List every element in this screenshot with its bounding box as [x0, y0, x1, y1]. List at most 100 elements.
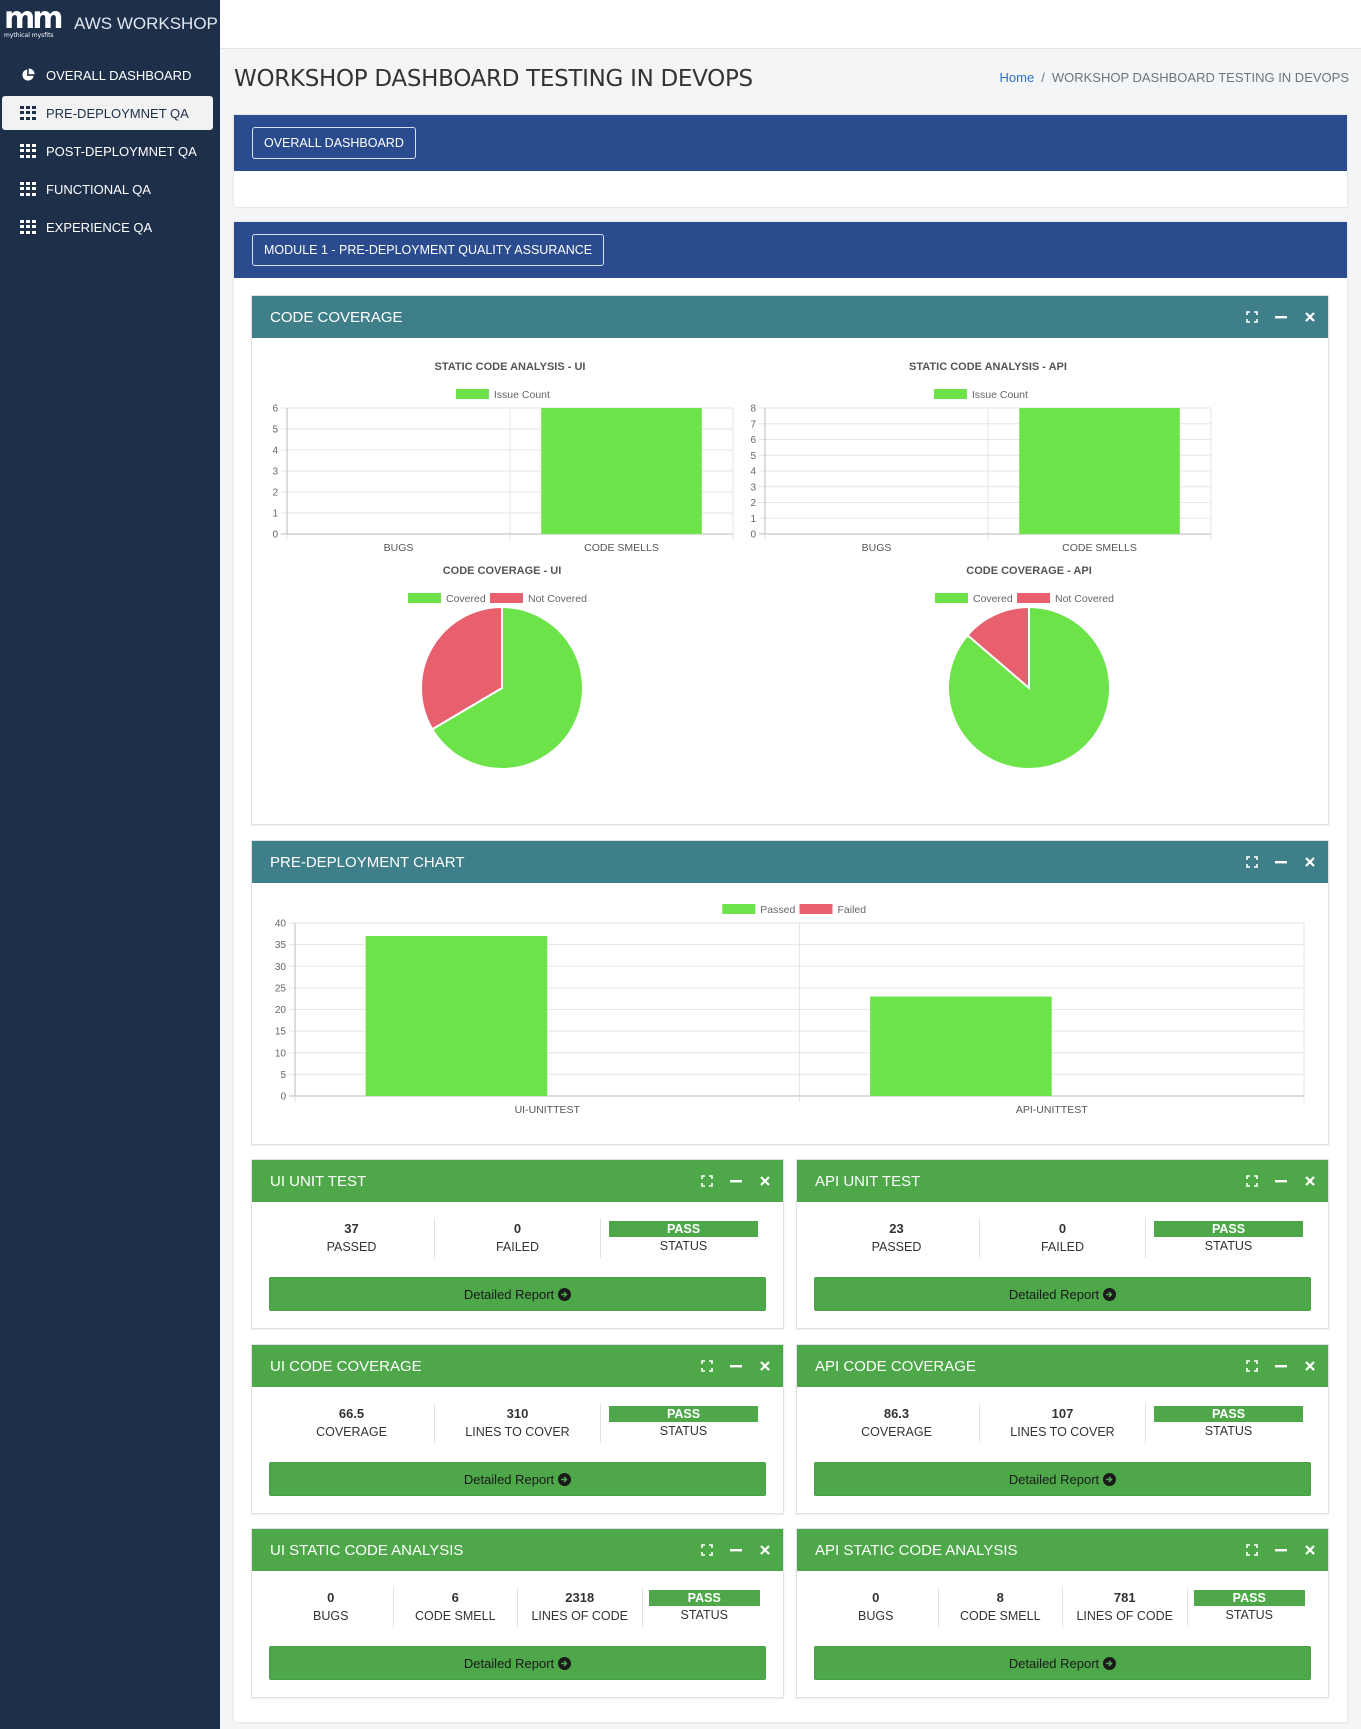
- sidebar-item-label: FUNCTIONAL QA: [46, 181, 151, 197]
- report-button-label: Detailed Report: [463, 1655, 555, 1671]
- y-tick-label: 15: [275, 1027, 287, 1038]
- sidebar-item-label: POST-DEPLOYMNET QA: [46, 143, 197, 159]
- stat-item: 8 CODE SMELL: [939, 1587, 1063, 1627]
- code-coverage-panel: CODE COVERAGE STATIC CODE ANALYSIS - UI I…: [251, 295, 1329, 825]
- expand-icon[interactable]: [1244, 854, 1260, 870]
- report-button-label: Detailed Report: [463, 1471, 555, 1487]
- sidebar-item-experience-qa[interactable]: EXPERIENCE QA: [2, 210, 213, 244]
- legend-label: Covered: [446, 593, 486, 605]
- expand-icon[interactable]: [1244, 1173, 1260, 1189]
- minimize-icon[interactable]: [1273, 1358, 1289, 1374]
- stat-label: PASSED: [871, 1240, 922, 1254]
- detailed-report-button[interactable]: Detailed Report: [269, 1462, 766, 1496]
- detailed-report-button[interactable]: Detailed Report: [269, 1277, 766, 1311]
- close-icon[interactable]: [757, 1173, 773, 1189]
- page-title: WORKSHOP DASHBOARD TESTING IN DEVOPS: [234, 66, 753, 92]
- card-header: API STATIC CODE ANALYSIS: [797, 1529, 1328, 1571]
- expand-icon[interactable]: [699, 1542, 715, 1558]
- sidebar-item-post-deployment-qa[interactable]: POST-DEPLOYMNET QA: [2, 134, 213, 168]
- stat-value: 0: [513, 1221, 522, 1236]
- logo-mark: mm: [4, 1, 64, 36]
- api-code-coverage-card: API CODE COVERAGE 86.3 COVERAGE 107 LINE…: [796, 1344, 1329, 1514]
- card-stats: 37 PASSED 0 FAILED PASS STATUS: [269, 1218, 766, 1258]
- expand-icon[interactable]: [1244, 309, 1260, 325]
- y-tick-label: 2: [750, 498, 756, 509]
- legend-label: Not Covered: [528, 593, 587, 605]
- detailed-report-button[interactable]: Detailed Report: [814, 1462, 1311, 1496]
- minimize-icon[interactable]: [1273, 1542, 1289, 1558]
- panel-title: CODE COVERAGE: [270, 308, 403, 326]
- y-tick-label: 0: [280, 1092, 286, 1103]
- stat-item: 781 LINES OF CODE: [1063, 1587, 1188, 1627]
- overall-dashboard-button[interactable]: OVERALL DASHBOARD: [252, 127, 416, 159]
- close-icon[interactable]: [1302, 309, 1318, 325]
- close-icon[interactable]: [1302, 1358, 1318, 1374]
- stat-item: 0 BUGS: [269, 1587, 394, 1627]
- card-title: API STATIC CODE ANALYSIS: [815, 1541, 1018, 1559]
- y-tick-label: 25: [275, 983, 287, 994]
- card-header: UI STATIC CODE ANALYSIS: [252, 1529, 783, 1571]
- close-icon[interactable]: [757, 1542, 773, 1558]
- stat-label: BUGS: [313, 1609, 349, 1623]
- expand-icon[interactable]: [1244, 1542, 1260, 1558]
- card-stats: 0 BUGS 6 CODE SMELL 2318 LINES OF CODE P…: [269, 1587, 766, 1627]
- detailed-report-button[interactable]: Detailed Report: [814, 1277, 1311, 1311]
- close-icon[interactable]: [1302, 1542, 1318, 1558]
- y-tick-label: 40: [275, 919, 287, 930]
- stat-label: LINES TO COVER: [1010, 1425, 1115, 1439]
- stat-status: PASS STATUS: [1146, 1403, 1311, 1443]
- close-icon[interactable]: [757, 1358, 773, 1374]
- stat-item: 107 LINES TO COVER: [980, 1403, 1146, 1443]
- panel-title: PRE-DEPLOYMENT CHART: [270, 853, 465, 871]
- card-header: UI UNIT TEST: [252, 1160, 783, 1202]
- api-static-code-analysis-card: API STATIC CODE ANALYSIS 0 BUGS 8 CODE S…: [796, 1528, 1329, 1698]
- bar: [541, 408, 702, 534]
- minimize-icon[interactable]: [1273, 309, 1289, 325]
- breadcrumb-home-link[interactable]: Home: [999, 70, 1035, 85]
- minimize-icon[interactable]: [1273, 1173, 1289, 1189]
- card-stats: 0 BUGS 8 CODE SMELL 781 LINES OF CODE PA…: [814, 1587, 1311, 1627]
- expand-icon[interactable]: [699, 1358, 715, 1374]
- minimize-icon[interactable]: [728, 1542, 744, 1558]
- legend-label: Covered: [973, 593, 1013, 605]
- close-icon[interactable]: [1302, 854, 1318, 870]
- breadcrumb: Home / WORKSHOP DASHBOARD TESTING IN DEVOP…: [1000, 70, 1349, 85]
- sidebar-item-overall-dashboard[interactable]: OVERALL DASHBOARD: [2, 58, 213, 92]
- legend-label: Passed: [760, 904, 795, 916]
- expand-icon[interactable]: [699, 1173, 715, 1189]
- minimize-icon[interactable]: [728, 1358, 744, 1374]
- detailed-report-button[interactable]: Detailed Report: [269, 1646, 766, 1680]
- status-badge: PASS: [609, 1406, 758, 1422]
- brand[interactable]: mm mythical mysfits AWS WORKSHOP: [0, 0, 220, 48]
- stat-item: 0 FAILED: [435, 1218, 601, 1258]
- expand-icon[interactable]: [1244, 1358, 1260, 1374]
- pre-deployment-panel-header: PRE-DEPLOYMENT CHART: [252, 841, 1328, 883]
- report-button-label: Detailed Report: [463, 1286, 555, 1302]
- panel-tools: [1231, 1345, 1318, 1387]
- y-tick-label: 7: [750, 419, 756, 430]
- y-tick-label: 20: [275, 1005, 287, 1016]
- ui-code-coverage-card: UI CODE COVERAGE 66.5 COVERAGE 310 LINES…: [251, 1344, 784, 1514]
- status-badge: PASS: [648, 1590, 760, 1606]
- sidebar-item-functional-qa[interactable]: FUNCTIONAL QA: [2, 172, 213, 206]
- panel-tools: [686, 1345, 773, 1387]
- stat-label: LINES TO COVER: [465, 1425, 570, 1439]
- stat-value: 37: [344, 1221, 359, 1236]
- sidebar-item-pre-deployment-qa[interactable]: PRE-DEPLOYMNET QA: [2, 96, 213, 130]
- report-button-label: Detailed Report: [1008, 1655, 1100, 1671]
- x-tick-label: CODE SMELLS: [584, 542, 659, 554]
- x-tick-label: API-UNITTEST: [1016, 1104, 1088, 1116]
- status-badge: PASS: [1154, 1406, 1303, 1422]
- brand-name: AWS WORKSHOP: [74, 14, 218, 33]
- stat-value: 0: [1058, 1221, 1067, 1236]
- stat-item: 86.3 COVERAGE: [814, 1403, 980, 1443]
- module-button[interactable]: MODULE 1 - PRE-DEPLOYMENT QUALITY ASSURA…: [252, 234, 605, 266]
- minimize-icon[interactable]: [728, 1173, 744, 1189]
- ui-unit-test-card: UI UNIT TEST 37 PASSED 0 FAILED PASS STA…: [251, 1159, 784, 1329]
- detailed-report-button[interactable]: Detailed Report: [814, 1646, 1311, 1680]
- close-icon[interactable]: [1302, 1173, 1318, 1189]
- y-tick-label: 1: [750, 514, 756, 525]
- card-stats: 86.3 COVERAGE 107 LINES TO COVER PASS ST…: [814, 1403, 1311, 1443]
- minimize-icon[interactable]: [1273, 854, 1289, 870]
- stat-label: BUGS: [858, 1609, 894, 1623]
